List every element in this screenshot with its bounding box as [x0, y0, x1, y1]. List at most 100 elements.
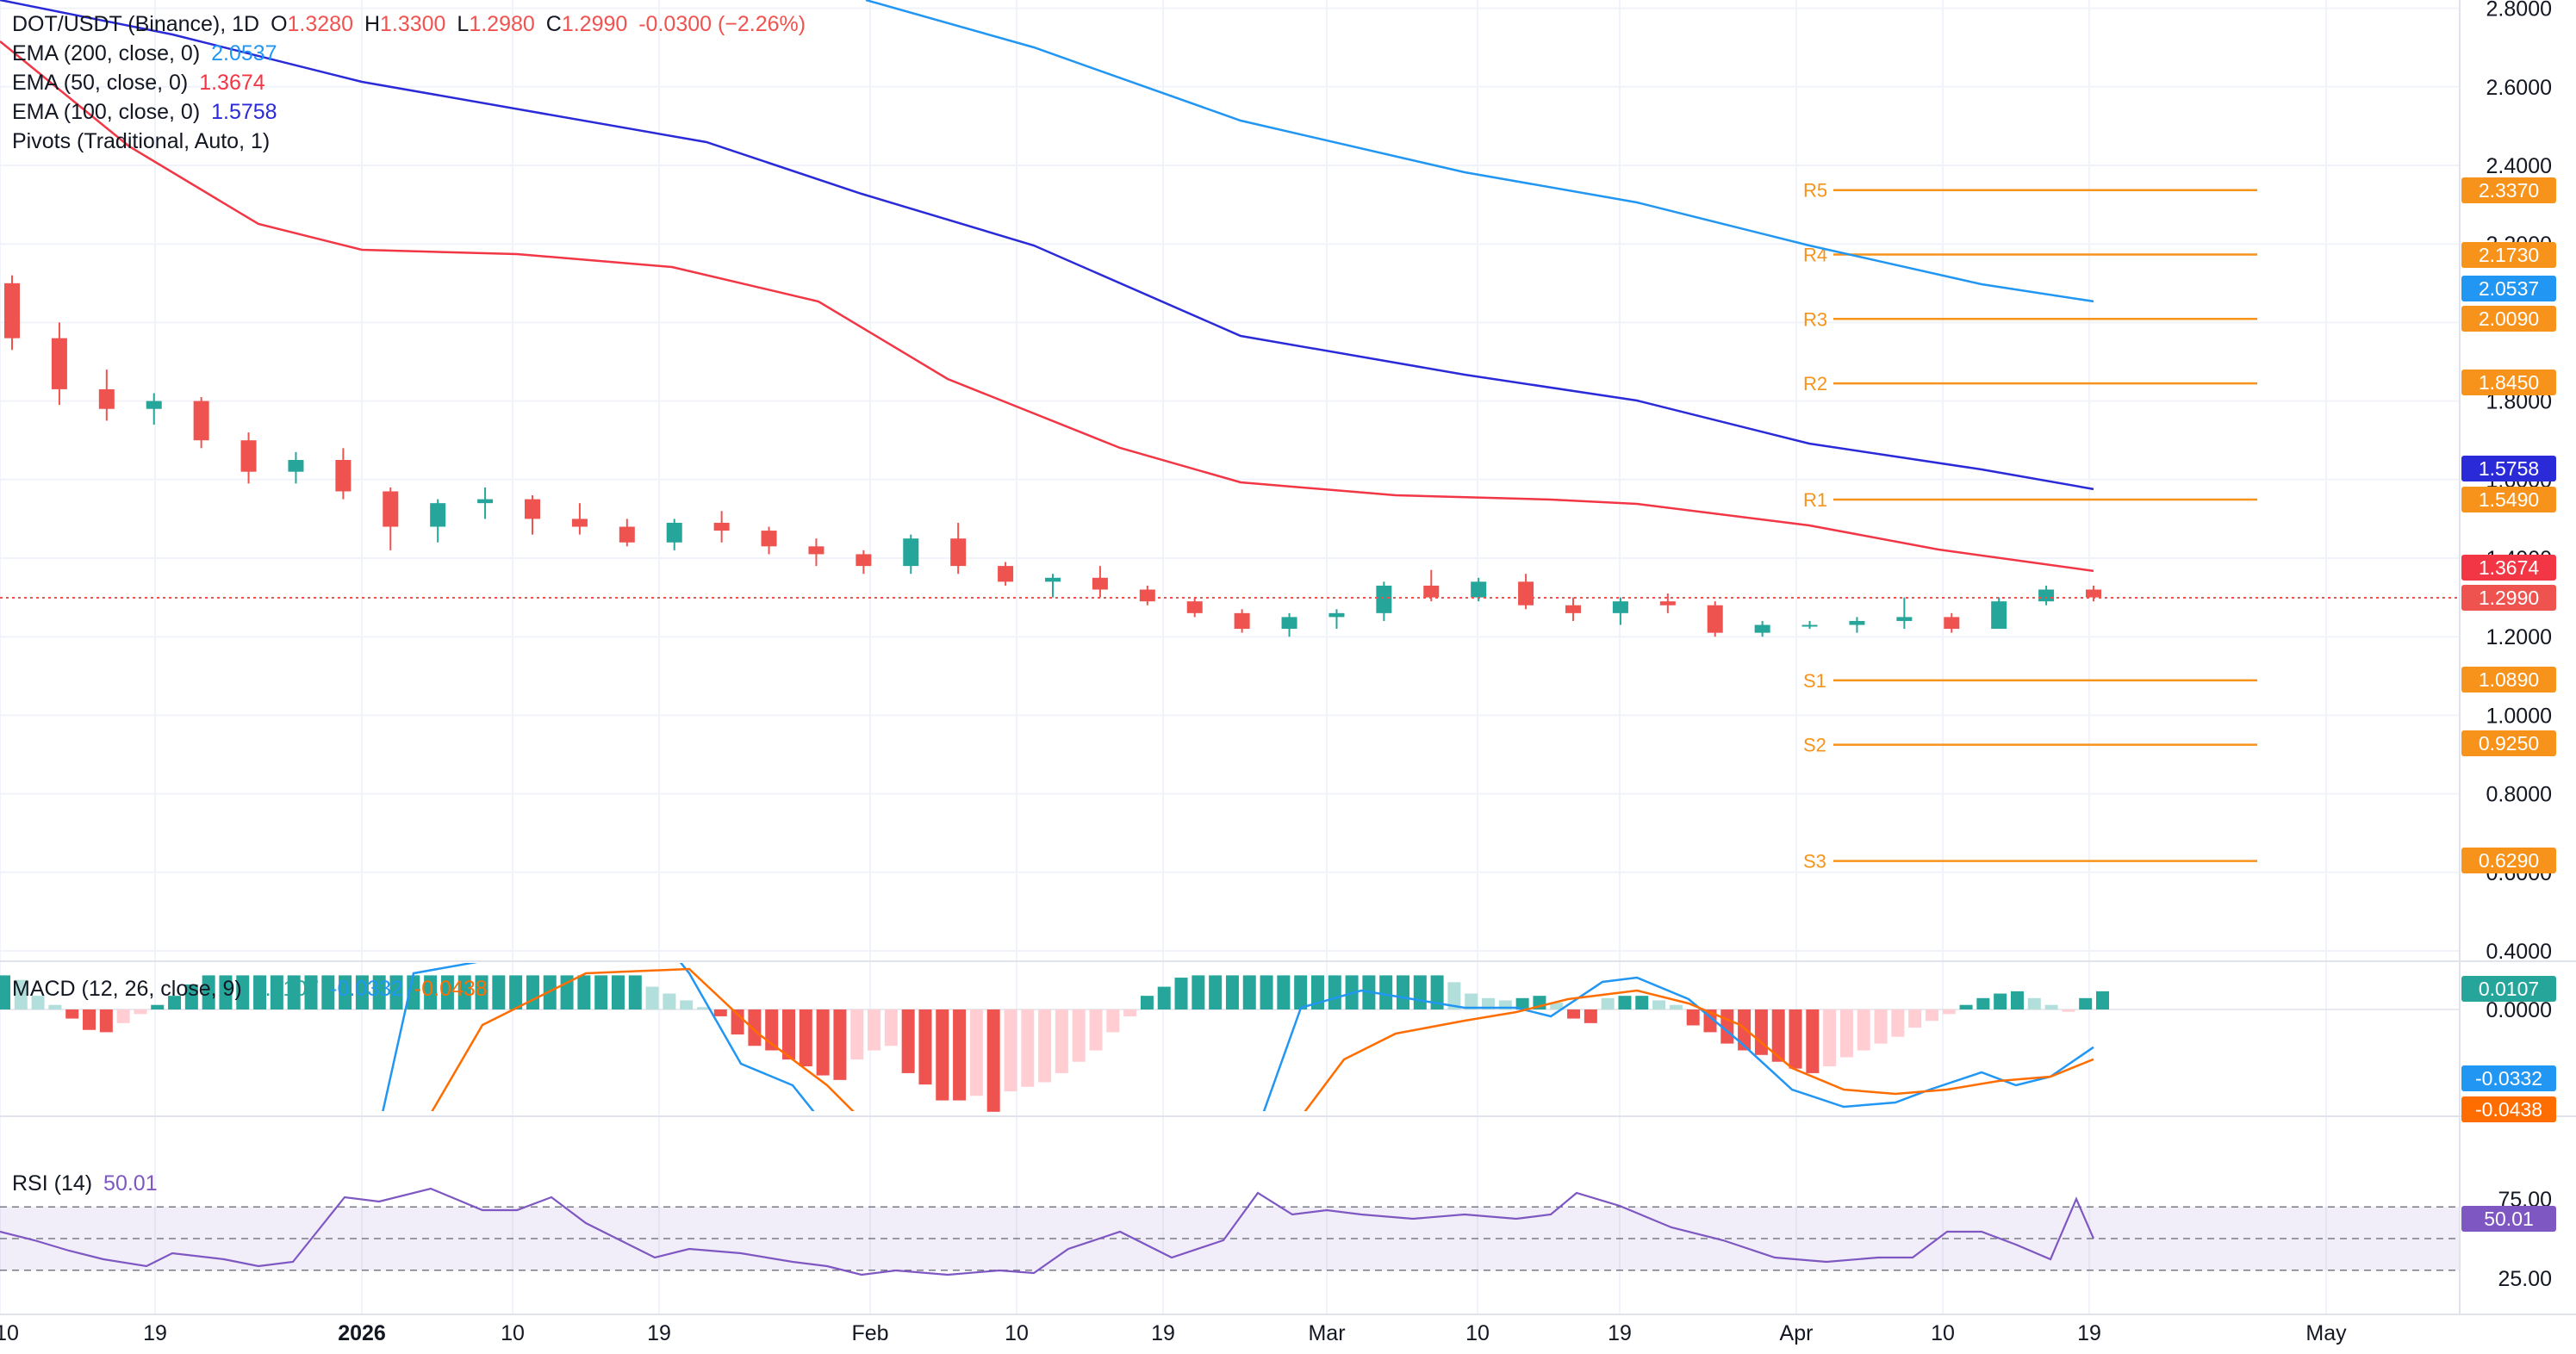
candle-body: [1707, 605, 1723, 633]
candle[interactable]: [1045, 574, 1061, 598]
macd-histogram-bar: [2044, 1004, 2058, 1009]
pivots-legend[interactable]: Pivots (Traditional, Auto, 1): [12, 129, 275, 154]
macd-histogram-bar: [1072, 1009, 1086, 1062]
candle[interactable]: [98, 370, 115, 421]
candle[interactable]: [1944, 612, 1960, 633]
macd-histogram-bar: [936, 1009, 949, 1101]
candle[interactable]: [713, 511, 730, 543]
badge-r4: 2.1730: [2461, 242, 2556, 268]
candle[interactable]: [2038, 585, 2055, 606]
time-tick-label: 10: [0, 1321, 19, 1345]
candle[interactable]: [571, 503, 588, 535]
candle[interactable]: [1612, 597, 1628, 625]
candle[interactable]: [1659, 593, 1676, 613]
macd-legend[interactable]: MACD (12, 26, close, 9) 0.0107 -0.0332 -…: [12, 977, 493, 1002]
pane-dividers[interactable]: [0, 960, 2576, 1315]
macd-histogram-bar: [782, 1009, 796, 1060]
candle[interactable]: [856, 550, 872, 575]
candle[interactable]: [1234, 609, 1250, 633]
candle[interactable]: [1518, 574, 1534, 610]
candle-body: [1423, 585, 1440, 598]
candle[interactable]: [335, 448, 352, 500]
candle[interactable]: [2086, 585, 2101, 602]
macd-histogram-bar: [1823, 1009, 1837, 1066]
macd-histogram-bar: [594, 975, 608, 1009]
macd-histogram-bar: [1192, 975, 1205, 1009]
candle-body: [998, 566, 1014, 582]
price-tick-label: 2.6000: [2486, 76, 2552, 100]
time-tick-label: 19: [143, 1321, 167, 1345]
candle[interactable]: [288, 451, 304, 484]
ema50-value: 1.3674: [199, 71, 265, 95]
macd-label: MACD (12, 26, close, 9): [12, 977, 242, 1001]
macd-histogram-bar: [1123, 1009, 1137, 1016]
candle[interactable]: [1707, 601, 1723, 637]
macd-histogram-bar: [65, 1009, 79, 1019]
ohlc-high-label: H: [364, 12, 380, 36]
candle[interactable]: [1801, 620, 1818, 630]
candle[interactable]: [1328, 609, 1345, 630]
candlesticks[interactable]: [4, 275, 2101, 637]
candle[interactable]: [1849, 617, 1865, 633]
candle[interactable]: [808, 538, 824, 567]
ohlc-low: 1.2980: [469, 12, 535, 36]
macd-histogram-bar: [1379, 975, 1393, 1009]
candle[interactable]: [1186, 597, 1203, 618]
macd-histogram-bar: [151, 1004, 165, 1009]
rsi-legend[interactable]: RSI (14) 50.01: [12, 1171, 163, 1196]
candle[interactable]: [666, 519, 682, 550]
rsi-pane[interactable]: [0, 1187, 2460, 1276]
candle[interactable]: [525, 495, 540, 535]
candle[interactable]: [1092, 566, 1108, 598]
macd-pane[interactable]: [0, 930, 2460, 1128]
macd-histogram-bar: [1891, 1009, 1905, 1037]
candle[interactable]: [430, 499, 446, 543]
pivot-label-s2: S2: [1803, 735, 1826, 756]
candle[interactable]: [1423, 569, 1440, 602]
pivots-label: Pivots (Traditional, Auto, 1): [12, 129, 271, 153]
candle[interactable]: [950, 522, 967, 575]
candle-body: [525, 499, 540, 519]
macd-histogram-bar: [1686, 1009, 1700, 1026]
candle[interactable]: [477, 487, 494, 519]
candle[interactable]: [1991, 597, 2007, 630]
time-axis[interactable]: 10 19 2026 10 19 Feb 10 19 Mar 10 19 Apr 10 19 May: [0, 1321, 2347, 1345]
ema50-legend[interactable]: EMA (50, close, 0) 1.3674: [12, 71, 271, 96]
macd-histogram-bar: [1959, 1004, 1973, 1009]
macd-histogram-bar: [372, 975, 386, 1009]
candle[interactable]: [1281, 612, 1297, 637]
candle-body: [383, 491, 399, 527]
macd-histogram-bar: [321, 975, 335, 1009]
candle[interactable]: [1754, 620, 1770, 637]
macd-histogram-bar: [1447, 982, 1461, 1009]
candle[interactable]: [1565, 597, 1581, 621]
candle-body: [477, 499, 494, 504]
candle[interactable]: [1139, 585, 1155, 606]
badge-macd-hist: 0.0107: [2461, 976, 2556, 1002]
ema100-legend[interactable]: EMA (100, close, 0) 1.5758: [12, 100, 283, 125]
candle[interactable]: [998, 562, 1014, 586]
candle-body: [1518, 581, 1534, 606]
candle[interactable]: [193, 397, 209, 449]
candle[interactable]: [146, 393, 162, 425]
candle[interactable]: [1376, 581, 1392, 621]
pivot-label-r2: R2: [1803, 373, 1827, 394]
candle[interactable]: [1896, 597, 1913, 630]
candle[interactable]: [903, 534, 919, 575]
macd-histogram-bar: [1413, 975, 1427, 1009]
candle-body: [619, 526, 635, 543]
candle-body: [2038, 589, 2055, 602]
candle[interactable]: [383, 487, 399, 550]
candle[interactable]: [240, 432, 257, 484]
candle[interactable]: [4, 275, 20, 351]
macd-histogram-bar: [1652, 1000, 1666, 1009]
candle-body: [1471, 581, 1487, 598]
candle[interactable]: [761, 526, 777, 555]
ema200-legend[interactable]: EMA (200, close, 0) 2.0537: [12, 41, 283, 66]
candle[interactable]: [619, 519, 635, 547]
macd-histogram-bar: [1908, 1009, 1922, 1028]
candle[interactable]: [51, 322, 67, 406]
macd-histogram-bar: [1669, 1004, 1683, 1009]
macd-histogram-bar: [1004, 1009, 1017, 1092]
